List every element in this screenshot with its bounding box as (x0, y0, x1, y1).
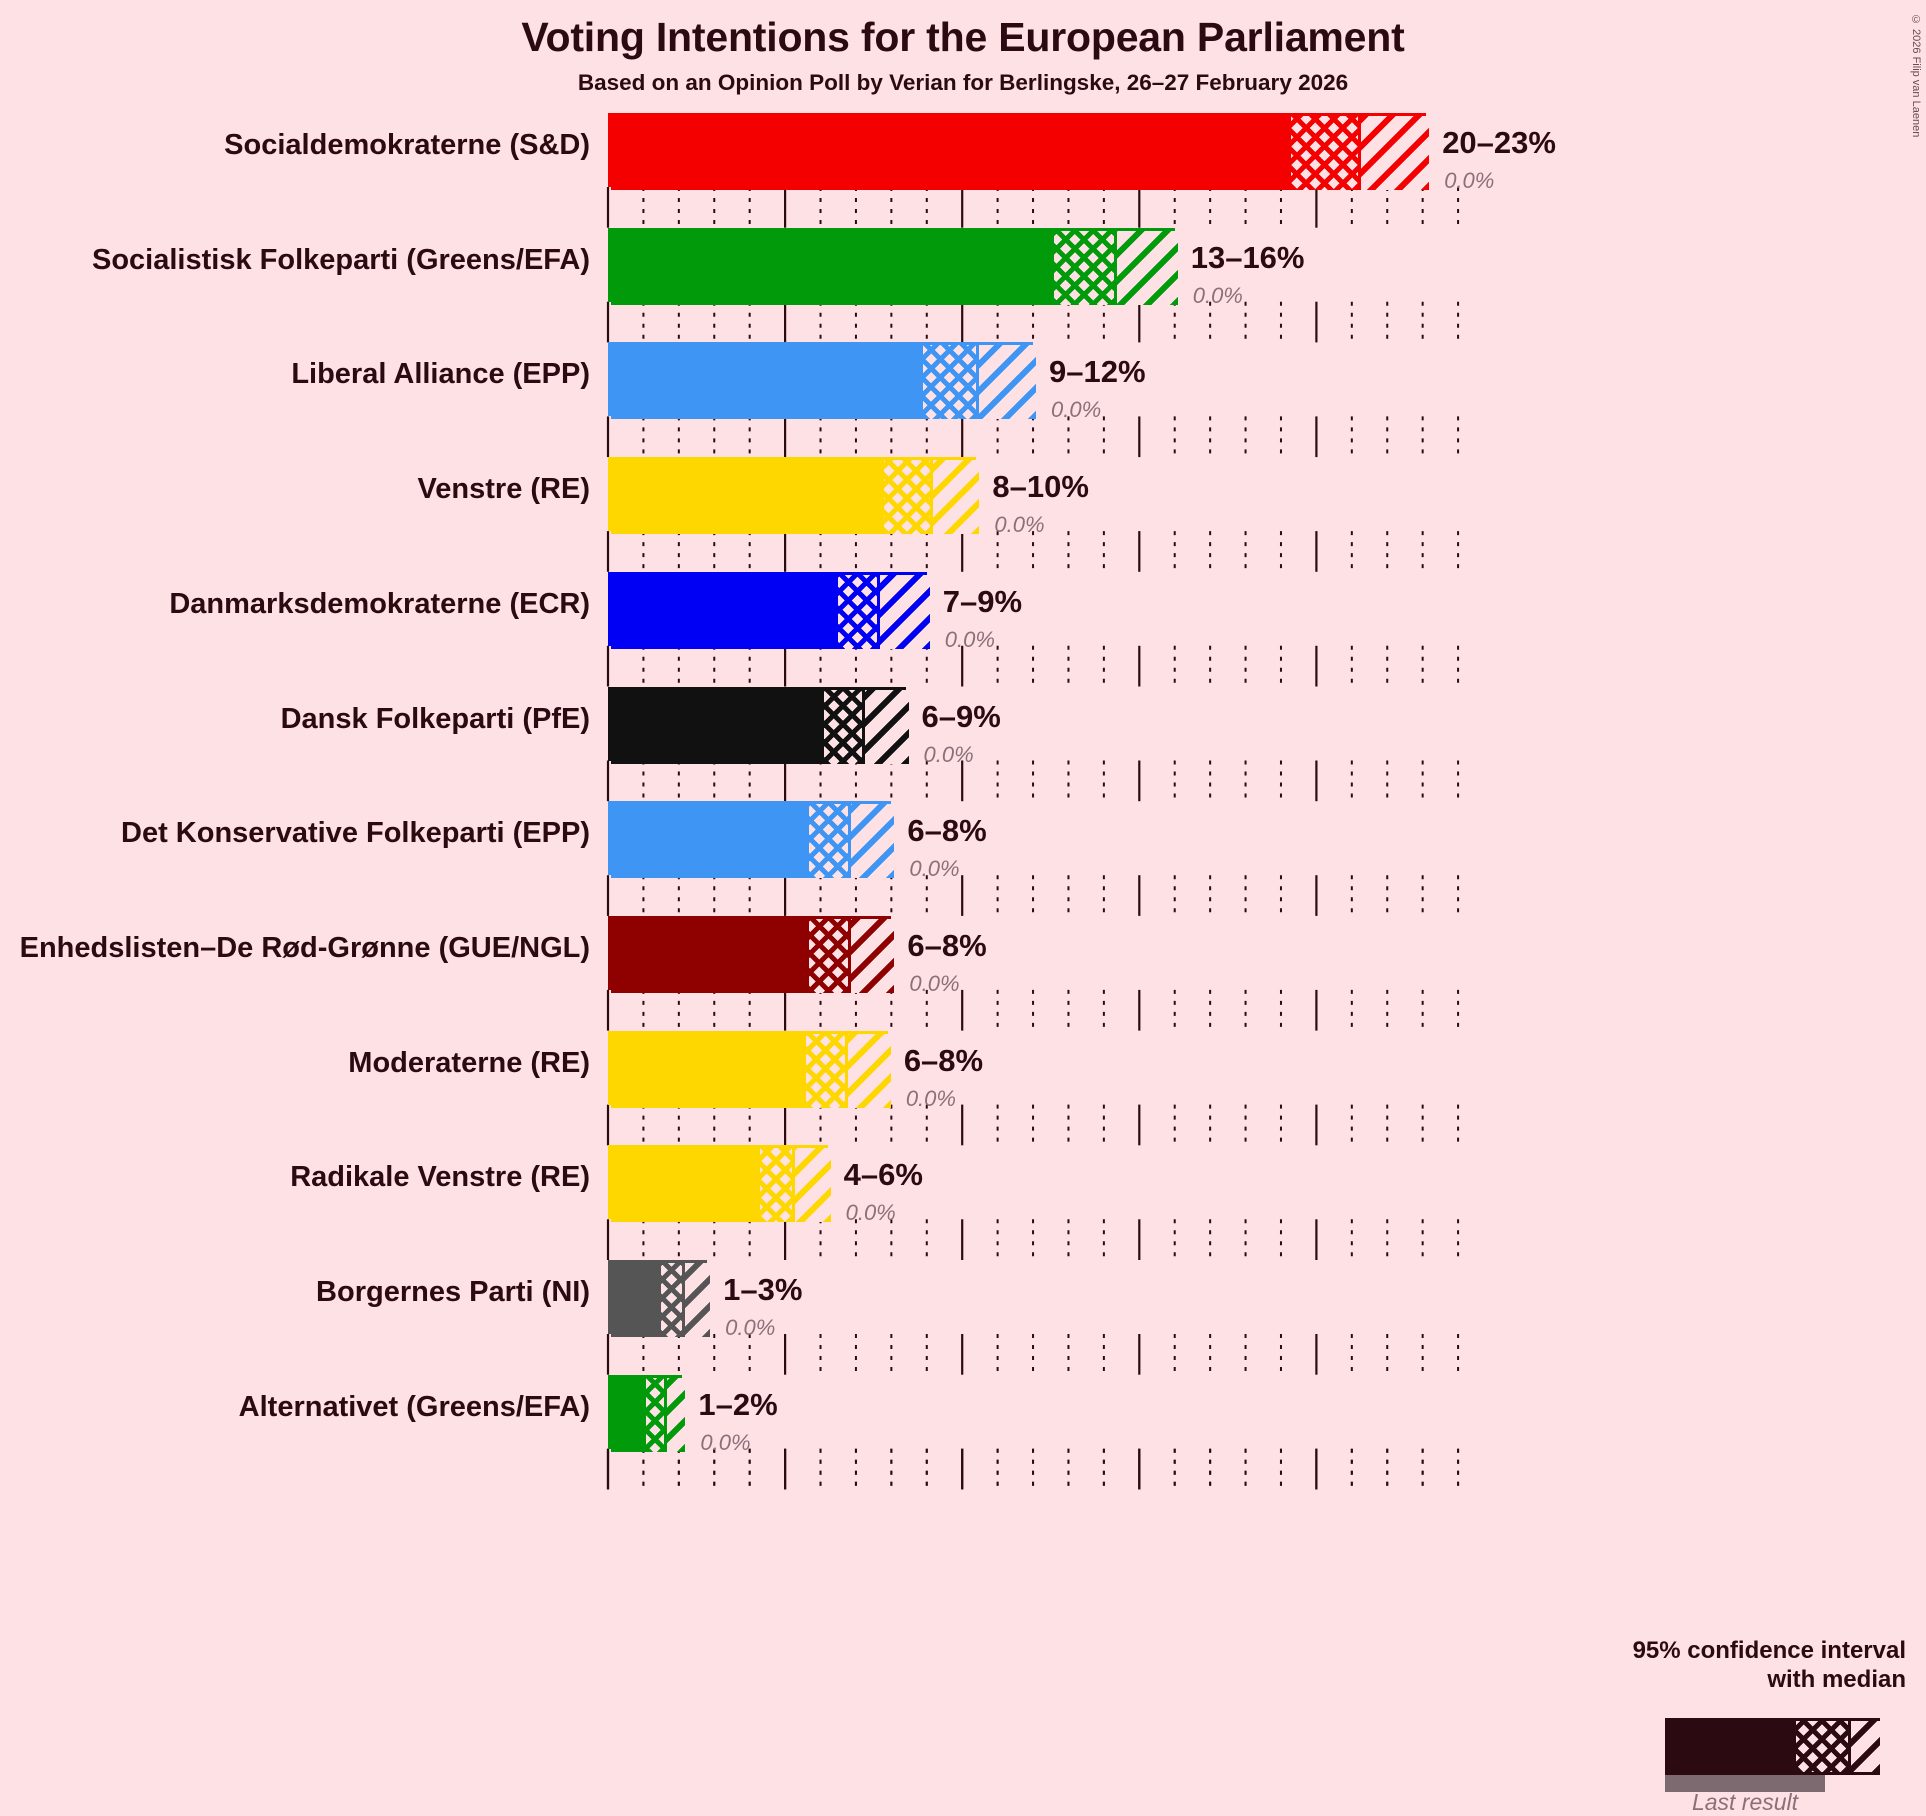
bar-segment-solid (611, 918, 810, 993)
party-label: Borgernes Parti (NI) (316, 1276, 590, 1308)
bar-segment-diagonal-hatch (848, 804, 895, 879)
bar-segment-crosshatch (759, 1148, 792, 1223)
last-result-value: 0.0% (1192, 282, 1243, 308)
confidence-interval-bar (608, 571, 930, 649)
bar-segment-diagonal-hatch (664, 1377, 686, 1452)
bar-segment-solid (611, 1033, 806, 1108)
last-result-value: 0.0% (994, 512, 1045, 538)
last-result-value: 0.0% (909, 970, 960, 996)
legend-crosshatch-part (1796, 1721, 1848, 1772)
last-result-value: 0.0% (700, 1429, 751, 1455)
page-title: Voting Intentions for the European Parli… (521, 14, 1405, 60)
value-range-label: 8–10% (992, 469, 1089, 505)
confidence-interval-bar (608, 457, 980, 535)
party-label: Socialistisk Folkeparti (Greens/EFA) (92, 243, 590, 276)
bar-segment-solid (611, 1377, 647, 1452)
bar-segment-diagonal-hatch (681, 1263, 711, 1337)
bar-segment-crosshatch (646, 1377, 665, 1452)
bar-segment-crosshatch (805, 1033, 845, 1108)
party-label: Radikale Venstre (RE) (290, 1161, 590, 1194)
value-range-label: 4–6% (843, 1157, 923, 1193)
party-label: Dansk Folkeparti (PfE) (280, 702, 590, 735)
party-label: Enhedslisten–De Rød-Grønne (GUE/NGL) (19, 931, 590, 964)
bar-segment-crosshatch (823, 689, 863, 764)
party-label: Danmarksdemokraterne (ECR) (169, 587, 590, 620)
party-label: Socialdemokraterne (S&D) (224, 129, 590, 161)
last-result-value: 0.0% (923, 741, 974, 767)
bar-segment-solid (611, 230, 1054, 305)
bar-segment-diagonal-hatch (1358, 116, 1430, 190)
last-result-value: 0.0% (725, 1315, 776, 1340)
value-range-label: 1–3% (723, 1272, 803, 1307)
legend-last-result-label: Last result (1691, 1789, 1799, 1815)
confidence-interval-bar (608, 1260, 711, 1337)
bar-segment-crosshatch (883, 460, 930, 535)
last-result-value: 0.0% (1444, 168, 1495, 193)
bar-segment-crosshatch (1291, 116, 1359, 190)
bar-segment-solid (611, 804, 810, 879)
legend-solid-part (1668, 1721, 1796, 1772)
value-range-label: 1–2% (698, 1386, 778, 1422)
legend-line-2: with median (1767, 1666, 1906, 1694)
bar-segment-crosshatch (660, 1263, 682, 1337)
party-label: Venstre (RE) (417, 473, 590, 506)
confidence-interval-bar (608, 1030, 891, 1108)
bar-segment-crosshatch (809, 918, 849, 993)
value-range-label: 20–23% (1442, 125, 1556, 160)
legend-line-1: 95% confidence interval (1632, 1637, 1906, 1664)
bar-segment-diagonal-hatch (862, 689, 909, 764)
bar-segment-diagonal-hatch (975, 345, 1037, 420)
confidence-interval-bar (608, 113, 1430, 190)
confidence-interval-bar (608, 801, 895, 879)
last-result-value: 0.0% (905, 1085, 956, 1111)
bar-segment-diagonal-hatch (876, 574, 930, 649)
value-range-label: 9–12% (1049, 354, 1146, 390)
last-result-value: 0.0% (845, 1200, 896, 1226)
bar-segment-solid (611, 116, 1292, 190)
bar-segment-diagonal-hatch (1113, 230, 1178, 305)
bar-segment-crosshatch (809, 804, 849, 879)
confidence-interval-bar (608, 915, 895, 993)
legend-title: 95% confidence interval with median (1633, 1636, 1906, 1695)
party-label: Liberal Alliance (EPP) (291, 358, 590, 391)
confidence-interval-bar (608, 342, 1037, 420)
last-result-value: 0.0% (1051, 397, 1102, 423)
bar-segment-crosshatch (837, 574, 877, 649)
bar-segment-solid (611, 460, 884, 535)
party-label: Moderaterne (RE) (348, 1046, 590, 1079)
legend-last-result-swatch (1665, 1775, 1825, 1792)
confidence-interval-bar (608, 686, 909, 764)
confidence-interval-bar (608, 1145, 831, 1223)
value-range-label: 6–8% (907, 927, 987, 963)
bar-segment-diagonal-hatch (791, 1148, 831, 1223)
bar-segment-crosshatch (1053, 230, 1114, 305)
value-range-label: 6–8% (907, 813, 987, 849)
value-range-label: 6–9% (921, 698, 1001, 734)
value-range-label: 7–9% (942, 583, 1023, 619)
bar-segment-diagonal-hatch (844, 1033, 891, 1108)
legend-ci-swatch (1665, 1718, 1880, 1775)
copyright-notice: © 2026 Filip van Laenen (1910, 14, 1922, 138)
bar-segment-solid (611, 574, 838, 649)
legend-diagonal-part (1848, 1721, 1880, 1772)
bar-segment-diagonal-hatch (929, 460, 980, 535)
value-range-label: 6–8% (903, 1042, 984, 1078)
bar-segment-diagonal-hatch (848, 918, 895, 993)
value-range-label: 13–16% (1190, 239, 1305, 275)
confidence-interval-bar (608, 1374, 686, 1452)
confidence-interval-bar (608, 227, 1178, 305)
bar-segment-solid (611, 689, 824, 764)
party-label: Alternativet (Greens/EFA) (238, 1390, 590, 1423)
last-result-value: 0.0% (944, 626, 995, 652)
bar-segment-solid (611, 1263, 661, 1337)
bar-segment-crosshatch (922, 345, 976, 420)
chart-subtitle: Based on an Opinion Poll by Verian for B… (577, 70, 1349, 95)
bar-segment-solid (611, 1148, 760, 1223)
party-label: Det Konservative Folkeparti (EPP) (121, 817, 590, 850)
bar-segment-solid (611, 345, 923, 420)
last-result-value: 0.0% (909, 856, 960, 882)
